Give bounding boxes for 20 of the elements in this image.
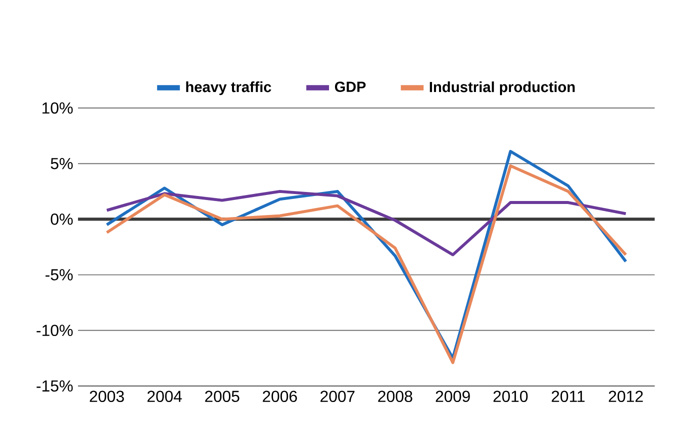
line-series <box>105 190 628 256</box>
x-tick-label: 2011 <box>552 390 585 402</box>
x-tick-label: 2004 <box>148 390 182 402</box>
legend-label: Industrial production <box>430 81 575 96</box>
y-tick-label: -15% <box>36 380 73 392</box>
legend-label: heavy traffic <box>186 81 272 96</box>
y-tick-label: 10% <box>42 102 73 114</box>
y-tick-label: 5% <box>50 158 73 170</box>
x-tick-label: 2006 <box>262 390 297 402</box>
x-tick-label: 2010 <box>493 390 528 402</box>
x-tick-label: 2009 <box>436 390 470 402</box>
x-tick-label: 2005 <box>205 390 240 402</box>
x-tick-label: 2012 <box>608 390 643 402</box>
x-tick-label: 2007 <box>320 390 354 402</box>
x-tick-label: 2008 <box>378 390 412 402</box>
y-tick-label: -10% <box>36 324 73 336</box>
x-tick-label: 2003 <box>90 390 124 402</box>
legend-label: GDP <box>334 82 366 92</box>
y-tick-label: 0% <box>50 214 73 225</box>
y-tick-label: -5% <box>46 269 73 280</box>
